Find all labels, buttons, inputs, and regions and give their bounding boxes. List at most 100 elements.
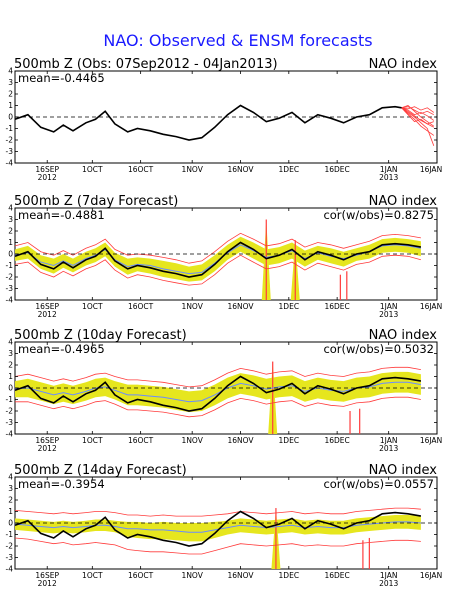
panel-title: 500mb Z (10day Forecast) [14,328,187,343]
x-tick-label: 16DEC [324,571,349,580]
x-tick-label: 16JAN [420,436,442,445]
y-tick-label: -4 [6,296,14,305]
x-tick-year-label: 2012 [38,579,57,588]
panel-title: 500mb Z (Obs: 07Sep2012 - 04Jan2013) [14,57,278,72]
y-tick-label: 1 [8,372,13,381]
x-tick-label: 16NOV [227,571,254,580]
spread-band [15,236,421,282]
ensemble-member-line [401,107,434,128]
panel-10day: 500mb Z (10day Forecast) NAO index mean=… [6,328,443,453]
x-tick-label: 1JAN [380,165,398,174]
figure-title: NAO: Observed & ENSM forecasts [103,31,372,50]
y-tick-label: 4 [8,473,13,482]
x-tick-label: 16SEP [35,436,59,445]
panel-title: 500mb Z (7day Forecast) [14,194,178,209]
stat-mean: mean=-0.4881 [18,208,105,222]
y-tick-label: 4 [8,338,13,347]
x-tick-year-label: 2012 [38,310,57,319]
x-tick-label: 16DEC [324,302,349,311]
y-tick-label: 4 [8,204,13,213]
x-tick-label: 16NOV [227,165,254,174]
x-tick-label: 16NOV [227,436,254,445]
x-tick-label: 16DEC [324,165,349,174]
x-tick-label: 16SEP [35,571,59,580]
envelope-high-line [14,232,421,264]
y-tick-label: 3 [8,349,13,358]
spread-band [15,515,421,542]
x-tick-label: 16JAN [420,302,442,311]
x-tick-label: 16OCT [128,165,154,174]
y-tick-label: 0 [8,113,13,122]
envelope-high-line [14,507,421,517]
x-tick-label: 1OCT [82,165,103,174]
envelope-high-line [14,366,421,388]
x-tick-year-label: 2013 [379,444,398,453]
y-tick-label: -1 [6,261,14,270]
x-tick-label: 16JAN [420,571,442,580]
x-tick-label: 1OCT [82,571,103,580]
x-tick-year-label: 2013 [379,173,398,182]
y-tick-label: 2 [8,361,13,370]
y-tick-label: -4 [6,430,14,439]
x-tick-label: 16OCT [128,302,154,311]
x-tick-label: 16OCT [128,436,154,445]
x-tick-label: 1OCT [82,302,103,311]
y-tick-label: -3 [6,147,14,156]
observed-line [14,510,422,547]
y-tick-label: 4 [8,67,13,76]
panel-14day: 500mb Z (14day Forecast) NAO index mean=… [6,463,443,588]
y-tick-label: 0 [8,519,13,528]
y-tick-label: -2 [6,542,14,551]
y-tick-label: -2 [6,136,14,145]
ensemble-member-line [401,107,435,146]
y-tick-label: -4 [6,159,14,168]
ensemble-member-line [401,107,434,125]
y-tick-label: 3 [8,215,13,224]
x-tick-label: 1JAN [380,436,398,445]
y-tick-label: 1 [8,507,13,516]
y-tick-label: -4 [6,565,14,574]
x-tick-label: 1NOV [182,571,204,580]
observed-line [14,104,402,141]
x-tick-label: 16SEP [35,165,59,174]
panel-observed: 500mb Z (Obs: 07Sep2012 - 04Jan2013) NAO… [6,57,443,182]
y-tick-label: -3 [6,418,14,427]
x-tick-label: 1OCT [82,436,103,445]
x-tick-year-label: 2013 [379,310,398,319]
x-tick-label: 1DEC [279,165,300,174]
envelope-low-line [14,254,422,286]
panel-right-title: NAO index [369,57,438,72]
ensemble-member-line [401,105,435,127]
y-tick-label: 2 [8,496,13,505]
x-tick-label: 16OCT [128,571,154,580]
x-tick-label: 1DEC [279,302,300,311]
x-tick-label: 16SEP [35,302,59,311]
x-tick-label: 16DEC [324,436,349,445]
x-tick-year-label: 2012 [38,444,57,453]
panel-7day: 500mb Z (7day Forecast) NAO index mean=-… [6,194,443,319]
x-tick-label: 1JAN [380,302,398,311]
observed-line [14,375,422,412]
x-tick-label: 1NOV [182,165,204,174]
panel-right-title: NAO index [369,463,438,478]
y-tick-label: 1 [8,101,13,110]
y-tick-label: 3 [8,484,13,493]
ensemble-member-line [401,107,435,121]
envelope-low-line [14,537,421,555]
y-tick-label: -3 [6,553,14,562]
x-tick-year-label: 2013 [379,579,398,588]
envelope-low-line [15,396,421,418]
stat-mean: mean=-0.4465 [18,71,105,85]
y-tick-label: 3 [8,78,13,87]
x-tick-label: 1NOV [182,302,204,311]
panel-right-title: NAO index [369,328,438,343]
panel-title: 500mb Z (14day Forecast) [14,463,187,478]
x-tick-label: 1DEC [279,436,300,445]
stat-correlation: cor(w/obs)=0.0557 [323,477,434,491]
y-tick-label: -2 [6,273,14,282]
ensemble-mean-line [14,381,421,403]
y-tick-label: -1 [6,395,14,404]
ensemble-member-line [401,106,434,116]
stat-mean: mean=-0.3954 [18,477,105,491]
